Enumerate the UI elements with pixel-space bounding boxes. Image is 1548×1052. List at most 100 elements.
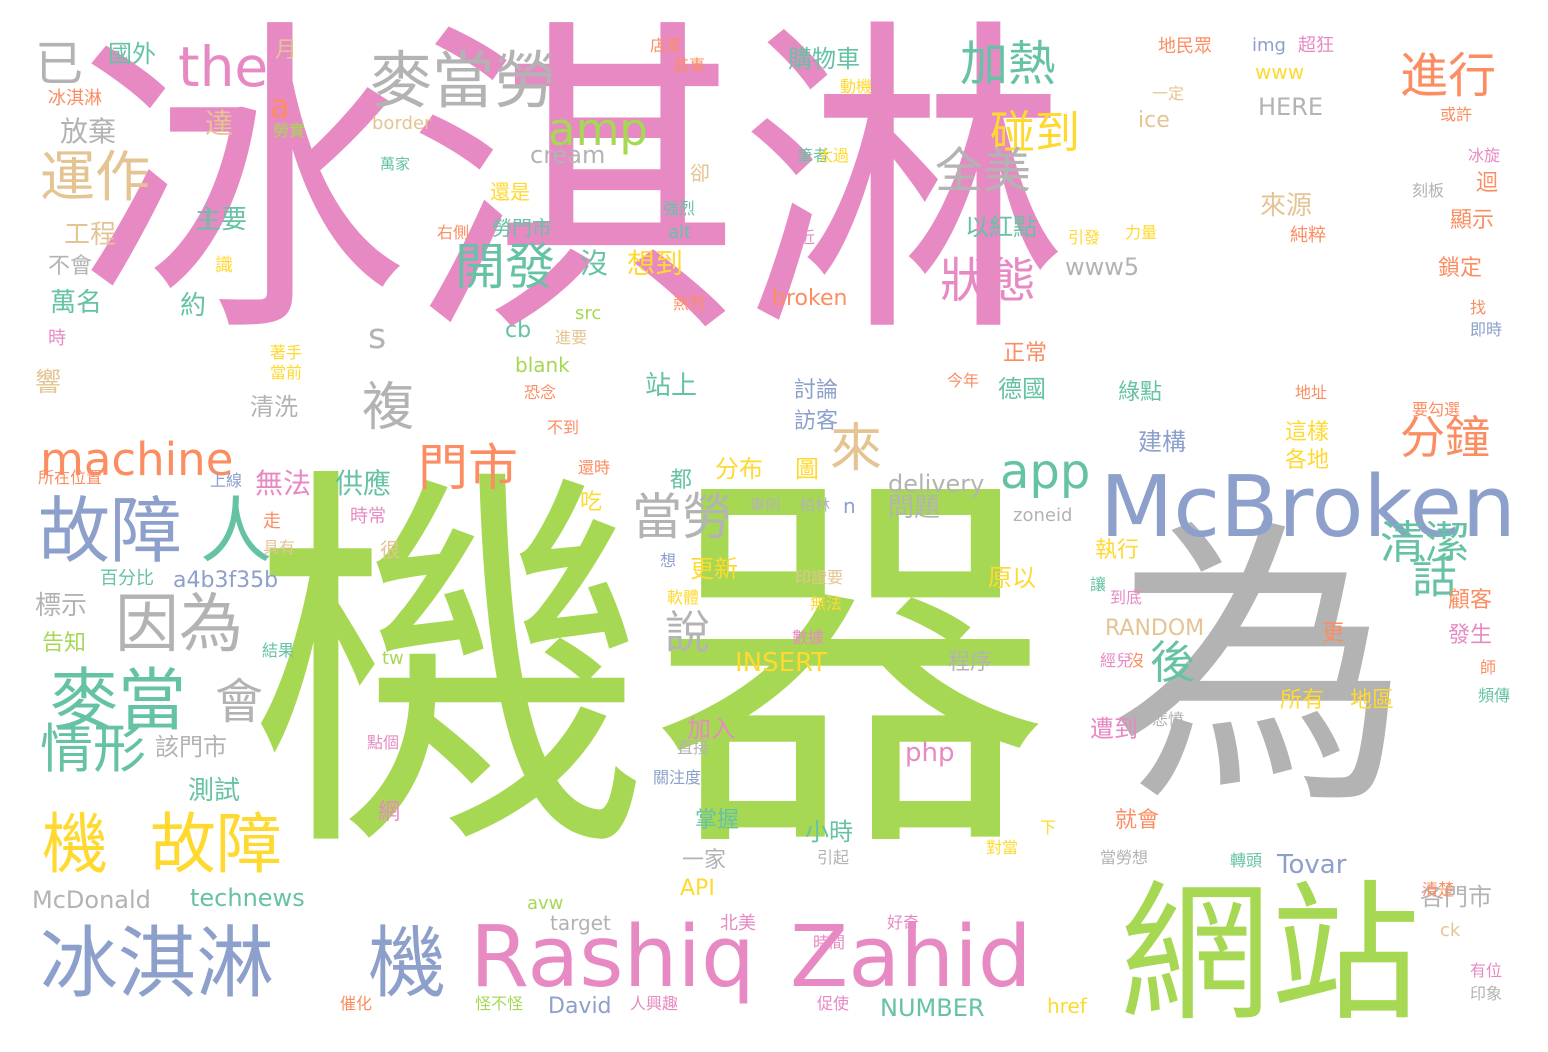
cloud-word: 萬家 [380,155,411,173]
cloud-word: 地址 [1295,383,1328,402]
cloud-word: 更 [1322,621,1345,646]
cloud-word: php [905,738,955,768]
cloud-word: 著手 [270,343,303,362]
cloud-word: 經兒 [1100,651,1133,670]
cloud-word: 全美 [935,143,1032,199]
cloud-word: tw [382,648,404,669]
cloud-word: 來 [830,419,883,479]
cloud-word: s [368,317,387,357]
cloud-word: n [843,494,856,518]
cloud-word: 柏林 [800,496,831,514]
cloud-word: amp [548,103,648,156]
cloud-word: 建構 [1138,428,1186,456]
cloud-word: 冰淇淋 [48,88,102,109]
cloud-word: 動機 [840,77,873,96]
cloud-word: 人 [200,489,273,573]
cloud-word: HERE [1258,93,1324,121]
cloud-word: alt [668,222,692,243]
cloud-word: 供應 [335,467,392,500]
cloud-word: 網站 [1120,868,1421,1042]
cloud-word: 響 [35,368,62,398]
cloud-word: 不到 [547,418,580,437]
cloud-word: 還是 [490,180,530,204]
cloud-word: 當勞想 [1100,848,1149,867]
cloud-word: 當前 [270,363,303,382]
cloud-word: 小時 [805,818,853,846]
cloud-word: 原以 [988,564,1036,592]
cloud-word: 測試 [188,776,241,806]
cloud-word: 很 [380,538,400,562]
cloud-word: avw [527,893,564,914]
cloud-word: 進行 [1400,48,1497,104]
cloud-word: McBroken [1100,458,1516,557]
cloud-word: 達 [205,107,234,140]
cloud-word: 轉頭 [1230,851,1263,870]
cloud-word: 右側 [437,223,470,242]
cloud-word: 購物車 [788,45,860,73]
cloud-word: 來源 [1260,191,1313,221]
cloud-word: 促使 [817,994,850,1013]
cloud-word: 各門市 [1420,883,1492,911]
cloud-word: David [548,994,612,1019]
cloud-word: 後 [1150,636,1196,689]
cloud-word: www [1255,60,1305,84]
cloud-word: 當勞 [632,488,732,546]
cloud-word: 時 [48,328,66,349]
cloud-word: 已 [35,36,84,92]
cloud-word: 機 [368,919,447,1009]
cloud-word: 卻 [690,161,710,185]
cloud-word: Rashiq [470,908,756,1007]
cloud-word: 力量 [1125,223,1158,242]
cloud-word: 說 [665,606,711,659]
cloud-word: 為 [1110,495,1410,844]
cloud-word: 正常 [1003,341,1048,366]
cloud-word: RANDOM [1105,616,1205,641]
cloud-word: 運作 [40,145,151,209]
cloud-word: 一家 [682,848,727,873]
cloud-word: 話 [1404,553,1457,601]
cloud-word: 或許 [1440,105,1473,124]
cloud-word: 鎖定 [1438,256,1483,281]
cloud-word: 識 [215,255,233,276]
cloud-word: 顧客 [1448,588,1493,613]
cloud-word: 關注度 [653,768,702,787]
cloud-word: 執行 [1095,538,1140,563]
cloud-word: 告知 [42,631,87,656]
cloud-word: 想 [660,551,677,570]
cloud-word: 月 [275,38,298,63]
cloud-word: 無法 [255,467,312,500]
cloud-word: 清洗 [250,393,298,421]
cloud-word: 加熱 [960,36,1057,92]
cloud-word: 麥當 [50,662,187,741]
cloud-word: 放棄 [60,115,117,148]
cloud-word: 分布 [715,455,763,483]
cloud-word: 勞門市 [492,216,552,240]
cloud-word: 時間 [813,933,846,952]
cloud-word: 加入 [687,715,735,743]
cloud-word: 太過 [817,146,850,165]
cloud-word: ice [1138,108,1170,133]
cloud-word: 上線 [210,471,243,490]
cloud-word: 顯示 [1450,208,1495,233]
cloud-word: 麥當勞 [370,44,557,117]
cloud-word: 一定 [1152,84,1185,103]
cloud-word: 發生 [1448,623,1493,648]
cloud-word: broken [772,286,848,311]
cloud-word: 無法 [810,594,843,613]
cloud-word: 門市 [418,439,518,497]
cloud-word: 進要 [555,328,588,347]
cloud-word: McDonald [32,886,151,914]
cloud-word: 遭到 [1090,715,1138,743]
cloud-word: Zahid [790,908,1032,1007]
cloud-word: src [575,303,602,324]
cloud-word: blank [515,353,570,377]
cloud-word: 萬名 [50,288,103,318]
cloud-word: 恐念 [524,383,557,402]
cloud-word: 點個 [367,733,400,752]
cloud-word: machine [40,433,234,486]
cloud-word: 勞實 [273,121,306,140]
cloud-word: 沒 [1128,651,1145,670]
cloud-word: 北美 [720,913,756,934]
cloud-word: 因為 [115,588,243,662]
cloud-word: 以紅點 [965,213,1037,241]
